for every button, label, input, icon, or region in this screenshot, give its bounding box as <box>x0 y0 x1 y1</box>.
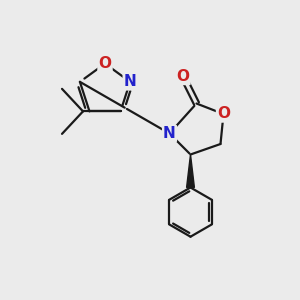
Text: N: N <box>163 126 176 141</box>
Text: O: O <box>217 106 230 122</box>
Polygon shape <box>187 154 194 188</box>
Text: O: O <box>176 69 190 84</box>
Text: O: O <box>98 56 112 71</box>
Text: N: N <box>124 74 136 89</box>
